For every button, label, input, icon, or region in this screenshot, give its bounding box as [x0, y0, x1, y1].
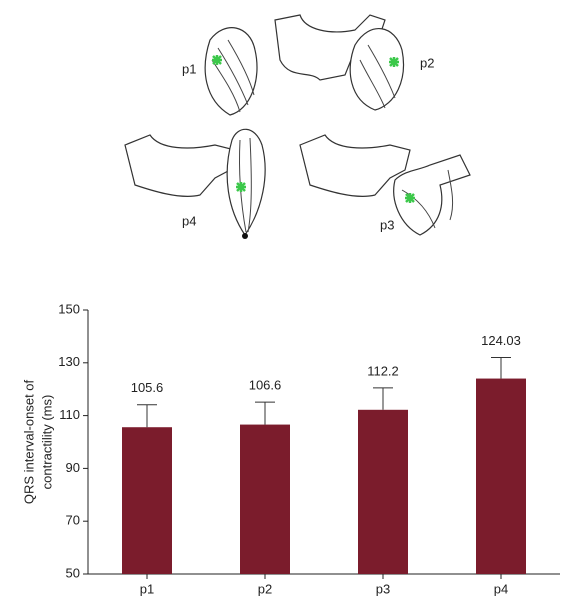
- x-tick-label: p2: [258, 581, 272, 596]
- x-tick-label: p4: [494, 581, 508, 596]
- bar: [122, 427, 172, 574]
- y-tick-label: 50: [66, 565, 80, 580]
- value-label: 106.6: [249, 378, 282, 393]
- illustration: p1 p2 p4 p3: [125, 15, 470, 239]
- y-axis-label: QRS interval-onset of: [21, 379, 36, 504]
- y-tick-label: 70: [66, 513, 80, 528]
- value-label: 124.03: [481, 333, 521, 348]
- y-tick-label: 110: [59, 407, 80, 422]
- value-label: 105.6: [131, 380, 164, 395]
- y-tick-label: 90: [66, 460, 80, 475]
- illustration-label: p3: [380, 217, 394, 232]
- bar: [358, 410, 408, 574]
- figure: p1 p2 p4 p3 QRS interval-onset of contra…: [0, 0, 562, 604]
- bar: [476, 379, 526, 574]
- y-tick-label: 130: [58, 354, 80, 369]
- x-tick-label: p3: [376, 581, 390, 596]
- value-label: 112.2: [367, 363, 399, 378]
- apex-dot: [242, 233, 248, 239]
- illustration-label: p2: [420, 55, 434, 70]
- illustration-label: p4: [182, 213, 196, 228]
- asterisk: [212, 55, 222, 65]
- x-tick-label: p1: [140, 581, 154, 596]
- illustration-label: p1: [182, 61, 196, 76]
- bar: [240, 425, 290, 574]
- y-tick-label: 150: [58, 301, 80, 316]
- y-axis-label: contractility (ms): [39, 395, 54, 490]
